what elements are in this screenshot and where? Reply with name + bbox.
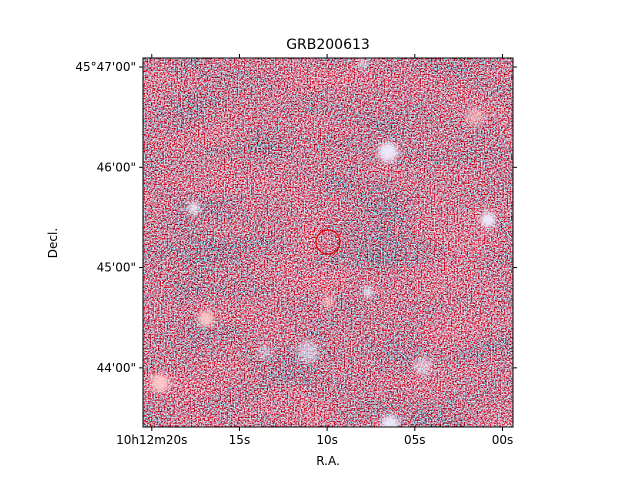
x-tick-label: 05s xyxy=(404,433,426,447)
x-tick-label: 10h12m20s xyxy=(116,433,187,447)
y-tick-label: 46'00" xyxy=(97,160,136,174)
sky-image xyxy=(143,58,513,427)
x-tick-label: 00s xyxy=(492,433,514,447)
y-tick-label: 45'00" xyxy=(97,261,136,275)
target-marker xyxy=(315,229,341,255)
y-axis-label: Decl. xyxy=(46,228,60,258)
axes-frame xyxy=(142,57,514,428)
x-axis-label: R.A. xyxy=(316,454,340,468)
y-tick-label: 45°47'00" xyxy=(75,60,136,74)
y-tick-label: 44'00" xyxy=(97,361,136,375)
x-tick-label: 15s xyxy=(229,433,251,447)
x-tick-label: 10s xyxy=(316,433,338,447)
chart-title: GRB200613 xyxy=(286,37,370,53)
